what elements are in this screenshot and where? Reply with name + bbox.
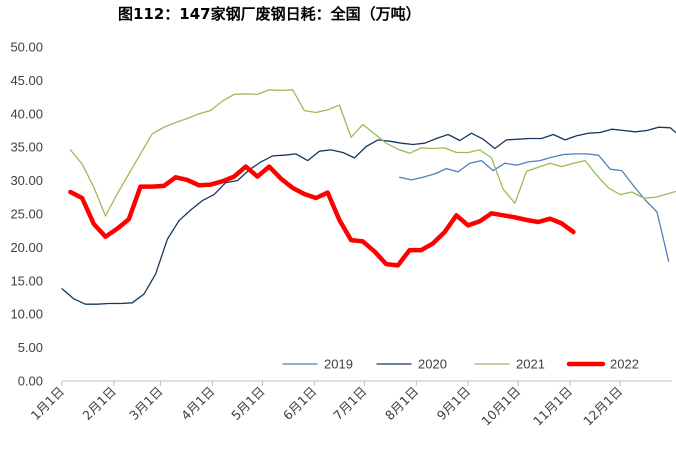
legend-label-2020: 2020	[418, 357, 447, 372]
y-tick-label: 35.00	[10, 140, 43, 155]
x-tick-label: 5月1日	[228, 384, 268, 424]
plot-area	[61, 89, 676, 305]
y-tick-label: 30.00	[10, 173, 43, 188]
x-tick-label: 3月1日	[126, 384, 166, 424]
y-tick-label: 10.00	[10, 307, 43, 322]
y-tick-label: 0.00	[18, 374, 43, 389]
y-tick-label: 5.00	[18, 340, 43, 355]
x-tick-label: 10月1日	[478, 384, 523, 429]
y-tick-label: 50.00	[10, 40, 43, 55]
legend: 2019 2020 2021 2022	[282, 357, 639, 372]
x-tick-label: 1月1日	[28, 384, 68, 424]
y-tick-label: 25.00	[10, 207, 43, 222]
legend-label-2019: 2019	[324, 357, 353, 372]
series-line-2020	[61, 126, 676, 305]
y-tick-label: 20.00	[10, 240, 43, 255]
x-tick-label: 4月1日	[178, 384, 218, 424]
x-tick-label: 12月1日	[580, 384, 625, 429]
series-line-2019	[398, 153, 670, 263]
x-tick-label: 9月1日	[434, 384, 474, 424]
y-tick-label: 40.00	[10, 106, 43, 121]
x-tick-label: 2月1日	[79, 384, 119, 424]
x-axis: 1月1日 2月1日 3月1日 4月1日 5月1日 6月1日 7月1日 8月1日 9月1日 10月1…	[28, 380, 672, 429]
x-tick-label: 8月1日	[382, 384, 422, 424]
series-line-2022	[68, 164, 576, 268]
y-axis: 0.00 5.00 10.00 15.00 20.00 25.00 30.00 35.00 40…	[10, 40, 43, 389]
legend-label-2022: 2022	[610, 357, 639, 372]
y-tick-label: 15.00	[10, 273, 43, 288]
x-tick-label: 7月1日	[330, 384, 370, 424]
y-tick-label: 45.00	[10, 73, 43, 88]
series-line-2021	[69, 89, 676, 217]
legend-label-2021: 2021	[516, 357, 545, 372]
chart-title: 图112：147家钢厂废钢日耗：全国（万吨）	[118, 5, 421, 23]
x-tick-label: 6月1日	[280, 384, 320, 424]
x-tick-label: 11月1日	[530, 384, 575, 429]
